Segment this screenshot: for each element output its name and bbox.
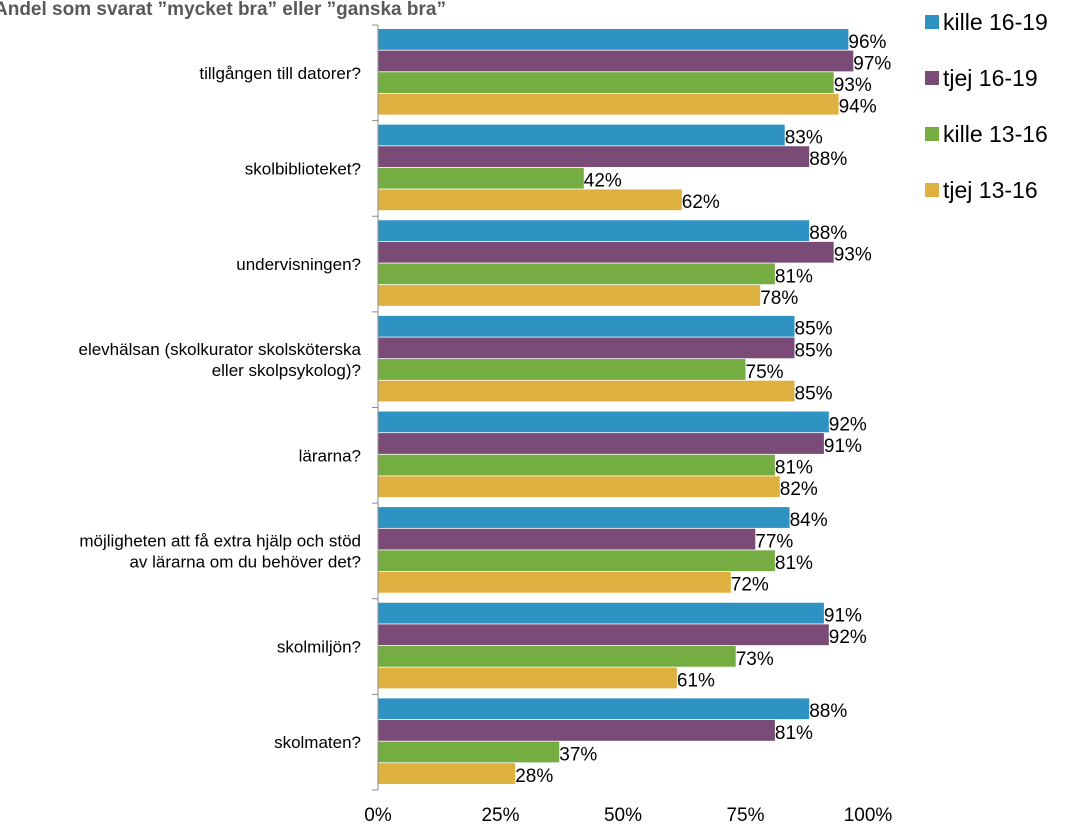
data-label: 92% xyxy=(829,627,867,648)
legend-label: tjej 13-16 xyxy=(943,177,1038,203)
bar xyxy=(378,698,810,720)
data-label: 88% xyxy=(809,223,847,244)
data-label: 72% xyxy=(731,575,769,596)
data-label: 73% xyxy=(736,649,774,670)
category-label: elevhälsan (skolkurator skolsköterska xyxy=(78,340,361,359)
bar xyxy=(378,263,775,285)
x-tick-label: 25% xyxy=(481,805,519,825)
legend-swatch xyxy=(925,15,939,29)
legend-label: kille 13-16 xyxy=(943,121,1048,147)
bar xyxy=(378,124,785,146)
legend: kille 16-19 tjej 16-19 kille 13-16 tjej 13-… xyxy=(925,9,1048,203)
data-label: 81% xyxy=(775,458,813,479)
data-label: 75% xyxy=(746,362,784,383)
bar xyxy=(378,93,839,115)
category-labels-group: tillgången till datorer? skolbiblioteket?… xyxy=(78,64,361,752)
data-label: 92% xyxy=(829,414,867,435)
data-label: 96% xyxy=(848,32,886,53)
category-label: lärarna? xyxy=(299,446,361,465)
data-label: 28% xyxy=(515,766,553,787)
bar xyxy=(378,315,795,337)
bar xyxy=(378,667,677,689)
data-label: 77% xyxy=(755,532,793,553)
bar xyxy=(378,337,795,359)
bar xyxy=(378,528,756,550)
axes-group: 0% 25% 50% 75% 100% xyxy=(364,24,893,825)
data-label: 81% xyxy=(775,553,813,574)
bar xyxy=(378,550,775,572)
data-label: 62% xyxy=(682,192,720,213)
category-label: av lärarna om du behöver det? xyxy=(129,552,361,571)
category-label: tillgången till datorer? xyxy=(199,64,361,83)
category-label: skolmiljön? xyxy=(277,638,361,657)
x-tick-label: 0% xyxy=(364,805,392,825)
legend-swatch xyxy=(925,183,939,197)
x-tick-label: 50% xyxy=(604,805,642,825)
category-label: möjligheten att få extra hjälp och stöd xyxy=(79,531,361,550)
legend-label: kille 16-19 xyxy=(943,9,1048,35)
bar xyxy=(378,220,810,242)
bar xyxy=(378,763,516,784)
category-label: undervisningen? xyxy=(236,255,361,274)
bar xyxy=(378,624,829,646)
bar xyxy=(378,285,761,306)
bar xyxy=(378,719,775,741)
bar xyxy=(378,602,824,624)
data-label: 78% xyxy=(760,288,798,309)
bar xyxy=(378,167,584,189)
data-label: 91% xyxy=(824,436,862,457)
bar xyxy=(378,571,731,593)
data-label: 42% xyxy=(584,171,622,192)
bar xyxy=(378,189,682,211)
data-label: 61% xyxy=(677,670,715,691)
bar xyxy=(378,476,780,498)
bar xyxy=(378,241,834,263)
data-label: 97% xyxy=(853,53,891,74)
x-tick-label: 75% xyxy=(726,805,764,825)
bar xyxy=(378,29,849,50)
bar xyxy=(378,359,746,380)
data-label: 88% xyxy=(809,701,847,722)
category-label: skolmaten? xyxy=(274,733,361,752)
data-label: 84% xyxy=(790,510,828,531)
bar xyxy=(378,380,795,402)
bar xyxy=(378,146,810,168)
data-label: 83% xyxy=(785,127,823,148)
bar xyxy=(378,741,560,763)
data-label: 81% xyxy=(775,266,813,287)
category-label: eller skolpsykolog)? xyxy=(212,361,361,380)
bar xyxy=(378,50,854,72)
data-label: 85% xyxy=(795,319,833,340)
bar xyxy=(378,454,775,476)
data-label: 94% xyxy=(839,97,877,118)
data-label: 81% xyxy=(775,723,813,744)
data-labels-group: 96%97%93%94%83%88%42%62%88%93%81%78%85%8… xyxy=(515,32,891,787)
bar xyxy=(378,411,829,433)
data-label: 93% xyxy=(834,245,872,266)
data-label: 88% xyxy=(809,149,847,170)
data-label: 37% xyxy=(559,744,597,765)
legend-swatch xyxy=(925,127,939,141)
bar xyxy=(378,72,834,93)
legend-label: tjej 16-19 xyxy=(943,65,1038,91)
bar xyxy=(378,433,824,454)
category-label: skolbiblioteket? xyxy=(245,159,361,178)
legend-swatch xyxy=(925,71,939,85)
bar xyxy=(378,645,736,667)
data-label: 93% xyxy=(834,75,872,96)
bar xyxy=(378,507,790,528)
chart-title: Andel som svarat ”mycket bra” eller ”gan… xyxy=(0,0,446,20)
data-label: 85% xyxy=(795,340,833,361)
bars-group xyxy=(378,29,854,784)
data-label: 82% xyxy=(780,479,818,500)
data-label: 85% xyxy=(795,383,833,404)
data-label: 91% xyxy=(824,606,862,627)
x-tick-label: 100% xyxy=(844,805,893,825)
